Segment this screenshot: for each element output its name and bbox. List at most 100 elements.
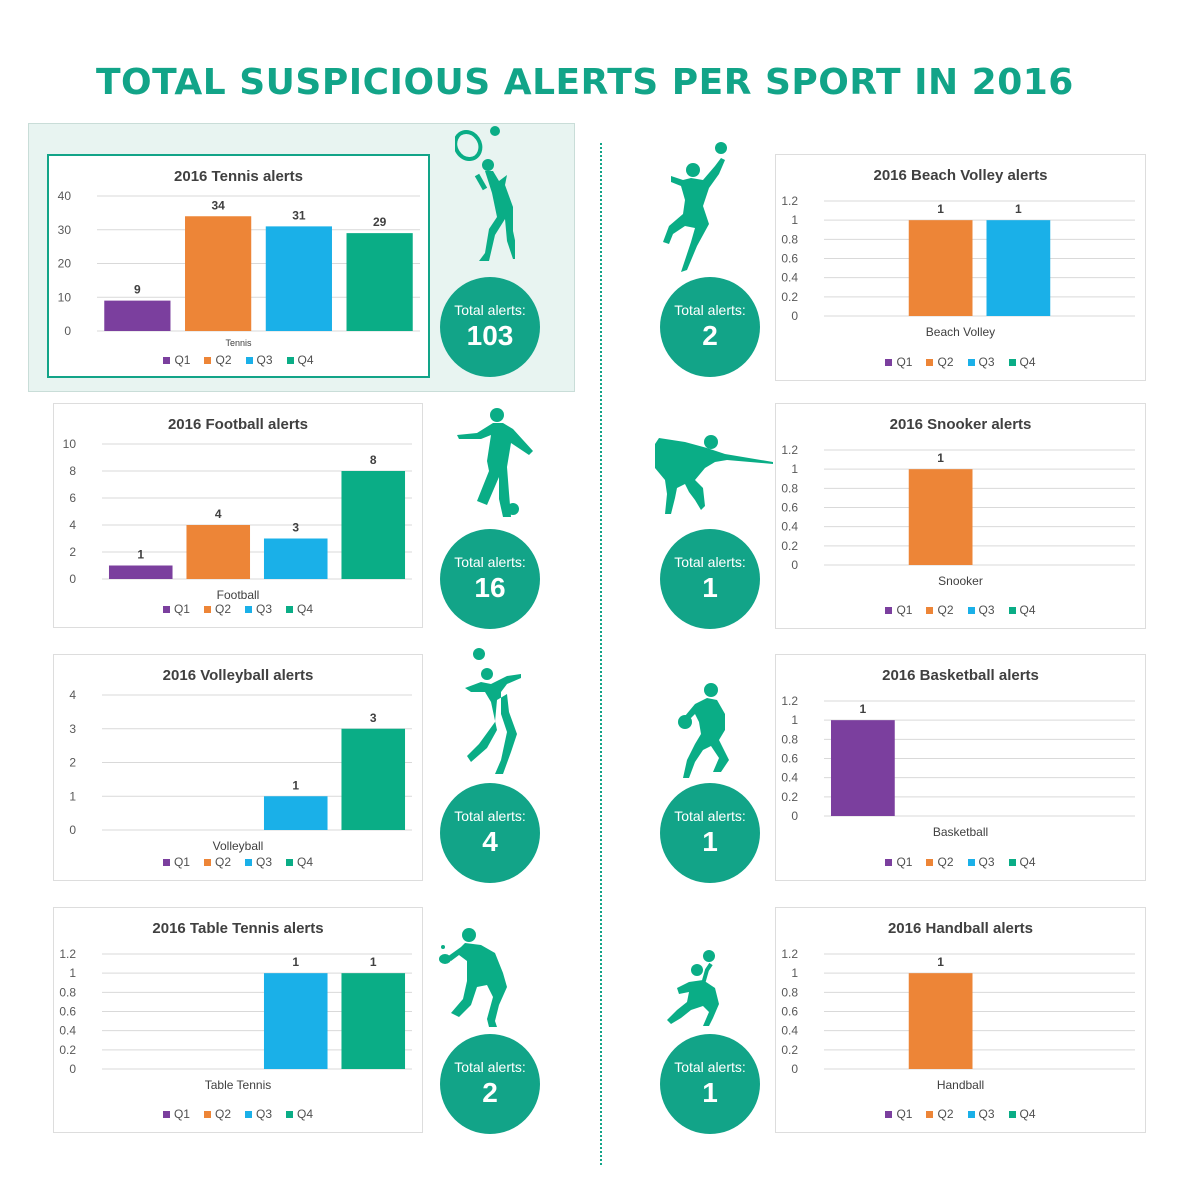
legend-swatch — [1008, 358, 1016, 366]
total-alerts-badge: Total alerts: 1 — [660, 783, 760, 883]
legend-item-q1: Q1 — [885, 603, 912, 617]
legend-label: Q4 — [297, 353, 314, 367]
y-tick-label: 0.8 — [781, 732, 798, 746]
chart-title: 2016 Tennis alerts — [174, 168, 303, 185]
legend-swatch — [245, 356, 253, 364]
total-alerts-label: Total alerts: — [674, 1059, 746, 1075]
football-player-icon — [457, 408, 533, 517]
x-axis-label: Snooker — [938, 574, 983, 588]
legend-item-q1: Q1 — [163, 353, 190, 367]
y-tick-label: 0.6 — [781, 501, 798, 515]
legend-item-q3: Q3 — [245, 855, 272, 869]
data-label: 1 — [292, 955, 299, 969]
y-tick-label: 1 — [791, 213, 798, 227]
chart-legend: Q1 Q2 Q3 Q4 — [54, 1107, 422, 1121]
legend-swatch — [203, 858, 211, 866]
y-tick-label: 1 — [791, 713, 798, 727]
legend-item-q3: Q3 — [967, 603, 995, 617]
x-axis-label: Tennis — [225, 338, 252, 348]
legend-swatch — [163, 356, 171, 364]
legend-label: Q3 — [978, 355, 995, 369]
bar-chart: 0 0.2 0.4 0.6 0.8 1 1.2 1 — [781, 947, 1135, 1076]
y-tick-label: 0.8 — [781, 232, 798, 246]
bar-q4 — [341, 471, 406, 579]
legend-item-q2: Q2 — [203, 855, 231, 869]
legend-swatch — [926, 1110, 934, 1118]
bar-chart: 0 0.2 0.4 0.6 0.8 1 1.2 1 — [781, 443, 1135, 572]
chart-panel: 2016 Snooker alerts 0 0.2 0.4 0.6 0.8 1 1.2 1 Sno… — [775, 403, 1146, 629]
legend-swatch — [286, 858, 294, 866]
total-alerts-value: 1 — [702, 572, 718, 603]
chart-panel: 2016 Handball alerts 0 0.2 0.4 0.6 0.8 1 1.2 1 Ha… — [775, 907, 1146, 1133]
y-tick-label: 1 — [69, 789, 76, 803]
legend-swatch — [162, 1110, 170, 1118]
bar-q1 — [830, 720, 895, 816]
chart-title: 2016 Volleyball alerts — [162, 667, 314, 684]
legend-item-q1: Q1 — [162, 1107, 190, 1121]
data-label: 29 — [373, 215, 387, 229]
y-tick-label: 0 — [69, 572, 76, 586]
y-tick-label: 1.2 — [781, 443, 798, 457]
legend-label: Q1 — [174, 353, 191, 367]
total-alerts-value: 103 — [466, 320, 514, 351]
data-label: 4 — [215, 507, 222, 521]
legend-item-q4: Q4 — [286, 855, 313, 869]
y-tick-label: 0.8 — [59, 985, 76, 999]
y-tick-label: 0.6 — [781, 752, 798, 766]
legend-item-q3: Q3 — [967, 355, 995, 369]
legend-swatch — [245, 858, 252, 866]
x-axis-label: Football — [216, 588, 260, 602]
chart-legend: Q1 Q2 Q3 Q4 — [776, 1107, 1145, 1121]
chart-legend: Q1 Q2 Q3 Q4 — [54, 602, 422, 616]
legend-label: Q2 — [214, 602, 231, 616]
legend-swatch — [967, 858, 975, 866]
legend-label: Q1 — [896, 355, 913, 369]
legend-label: Q4 — [1019, 355, 1036, 369]
chart-panel: 2016 Table Tennis alerts 0 0.2 0.4 0.6 0.8 1 1.… — [53, 907, 423, 1133]
legend-swatch — [162, 605, 170, 613]
x-axis-label: Volleyball — [212, 839, 264, 853]
legend-swatch — [286, 1110, 294, 1118]
y-tick-label: 0.6 — [781, 252, 798, 266]
legend-label: Q2 — [937, 1107, 954, 1121]
legend-label: Q4 — [297, 602, 314, 616]
data-label: 1 — [937, 451, 944, 465]
x-axis-label: Table Tennis — [204, 1078, 272, 1092]
y-tick-label: 0.8 — [781, 481, 798, 495]
legend-swatch — [967, 606, 975, 614]
y-tick-label: 0.2 — [59, 1043, 76, 1057]
y-tick-label: 0 — [791, 809, 798, 823]
y-tick-label: 1 — [69, 966, 76, 980]
y-tick-label: 0 — [791, 1062, 798, 1076]
chart-panel: 2016 Tennis alerts 0 10 20 30 40 9 34 31 29 Tennis… — [47, 154, 430, 378]
legend-label: Q1 — [173, 602, 190, 616]
legend-label: Q3 — [978, 603, 995, 617]
legend-swatch — [286, 605, 294, 613]
total-alerts-value: 1 — [702, 1077, 718, 1108]
total-alerts-badge: Total alerts: 2 — [660, 277, 760, 377]
y-tick-label: 0 — [791, 309, 798, 323]
legend-item-q4: Q4 — [1008, 1107, 1036, 1121]
bar-chart: 0 0.2 0.4 0.6 0.8 1 1.2 1 — [781, 694, 1135, 823]
chart-title: 2016 Handball alerts — [887, 920, 1034, 937]
total-alerts-label: Total alerts: — [454, 808, 526, 824]
page-title: TOTAL SUSPICIOUS ALERTS PER SPORT IN 201… — [96, 62, 1074, 103]
y-tick-label: 0.4 — [781, 520, 798, 534]
legend-item-q2: Q2 — [926, 603, 954, 617]
legend-label: Q4 — [1019, 603, 1036, 617]
x-axis-label: Beach Volley — [925, 325, 996, 339]
legend-label: Q4 — [297, 855, 314, 869]
legend-swatch — [926, 858, 934, 866]
legend-label: Q4 — [1019, 1107, 1036, 1121]
legend-item-q4: Q4 — [1008, 355, 1036, 369]
bar-chart: 0 1 2 3 4 1 3 — [69, 688, 412, 837]
chart-legend: Q1 Q2 Q3 Q4 — [49, 353, 428, 367]
chart-legend: Q1 Q2 Q3 Q4 — [776, 855, 1145, 869]
legend-item-q2: Q2 — [203, 602, 231, 616]
y-tick-label: 10 — [58, 290, 72, 304]
y-tick-label: 0 — [69, 823, 76, 837]
legend-item-q3: Q3 — [967, 855, 995, 869]
y-tick-label: 1.2 — [59, 947, 76, 961]
data-label: 34 — [211, 198, 225, 212]
x-axis-label: Basketball — [932, 825, 989, 839]
